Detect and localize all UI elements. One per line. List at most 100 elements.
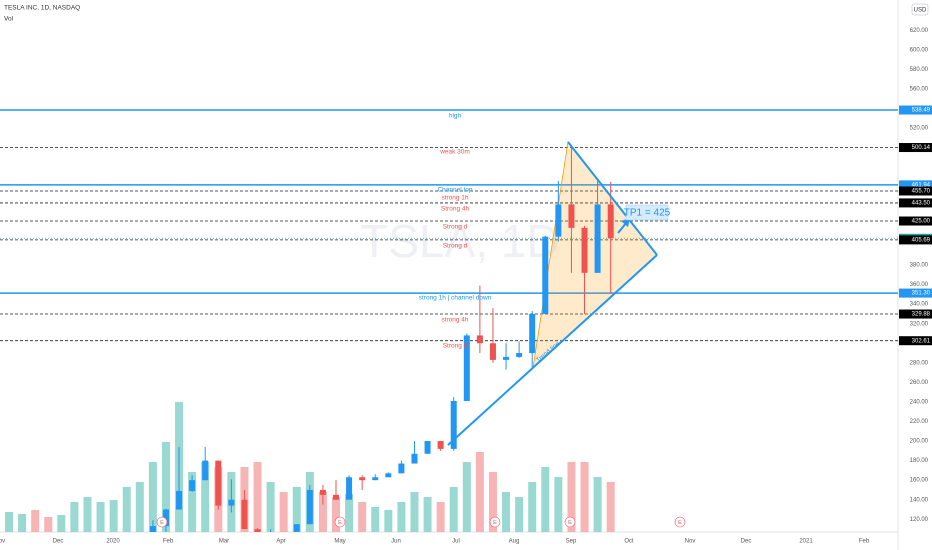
volume-bar bbox=[109, 500, 118, 532]
volume-bar bbox=[332, 497, 340, 532]
x-tick-label: 2021 bbox=[799, 539, 813, 545]
x-tick-label: Dec bbox=[741, 539, 752, 545]
candle-body bbox=[333, 494, 339, 500]
level-label: 351.30 bbox=[912, 291, 931, 297]
volume-bar bbox=[410, 492, 419, 532]
x-tick-label: Feb bbox=[859, 539, 870, 545]
level-label-bg bbox=[899, 235, 932, 245]
candle-body bbox=[463, 335, 470, 401]
volume-bar bbox=[188, 472, 197, 532]
y-tick-label: 360.00 bbox=[910, 282, 929, 288]
earnings-label: E bbox=[678, 520, 682, 526]
candle-body bbox=[529, 313, 536, 354]
y-tick-label: 600.00 bbox=[910, 47, 929, 53]
candle-body bbox=[542, 236, 549, 314]
candle-body bbox=[189, 480, 196, 491]
earnings-marker bbox=[334, 516, 346, 528]
y-tick-label: 260.00 bbox=[910, 380, 929, 386]
x-tick-label: Oct bbox=[624, 539, 634, 545]
volume-bar bbox=[423, 497, 432, 532]
volume-bar bbox=[371, 507, 380, 532]
x-tick-label: Jul bbox=[452, 539, 460, 545]
volume-bar bbox=[580, 462, 589, 532]
volume-bar bbox=[266, 482, 275, 532]
volume-bar bbox=[541, 467, 550, 532]
target-box bbox=[625, 204, 669, 221]
axes: 620.00 600.00 580.00 560.00 520.00 380.00 360.… bbox=[0, 28, 932, 545]
volume-bar bbox=[488, 472, 497, 532]
level-label-bg bbox=[899, 186, 932, 196]
y-tick-label: 140.00 bbox=[910, 497, 929, 503]
volume-bar bbox=[57, 515, 66, 532]
level-label: 405.69 bbox=[912, 237, 931, 243]
volume-bar bbox=[44, 517, 53, 532]
candle-body bbox=[503, 356, 510, 360]
level-label: 455.70 bbox=[912, 189, 931, 195]
volume-bar bbox=[70, 502, 79, 532]
candle-body bbox=[555, 204, 562, 237]
earnings-marker bbox=[489, 516, 501, 528]
level-label-bg bbox=[899, 288, 932, 298]
annotation: Strong d bbox=[443, 343, 468, 350]
currency: USD bbox=[914, 8, 927, 14]
candle-body bbox=[398, 463, 405, 474]
y-tick-label: 580.00 bbox=[910, 67, 929, 73]
candle-body bbox=[372, 477, 379, 481]
volume-bar bbox=[397, 502, 406, 532]
x-tick-label: ov bbox=[0, 539, 5, 545]
y-tick-label: 520.00 bbox=[910, 126, 929, 132]
x-tick-label: May bbox=[334, 539, 345, 545]
candle-body bbox=[411, 453, 418, 464]
volume-bar bbox=[318, 492, 327, 532]
annotation: Strong d bbox=[443, 224, 468, 231]
volume-bar bbox=[122, 487, 131, 532]
x-tick-label: Aug bbox=[509, 539, 520, 545]
annotation: strong 1h | channel down bbox=[419, 295, 492, 302]
volume-bar bbox=[567, 462, 576, 532]
annotation: weak 30m bbox=[439, 149, 470, 156]
candle-body bbox=[319, 489, 326, 495]
level-label-bg bbox=[899, 336, 932, 346]
candle-body bbox=[228, 499, 235, 506]
volume-bar bbox=[449, 487, 458, 532]
candle-body bbox=[254, 529, 261, 532]
earnings-marker bbox=[156, 516, 168, 528]
volume-bar bbox=[462, 462, 471, 532]
candle-body bbox=[306, 489, 313, 525]
volume-bar bbox=[345, 494, 354, 532]
earnings-label: E bbox=[568, 520, 572, 526]
y-tick-label: 560.00 bbox=[910, 87, 929, 93]
volume-bar bbox=[606, 482, 615, 532]
volume-bar bbox=[436, 502, 445, 532]
level-label-bg bbox=[899, 143, 932, 153]
volume-bar bbox=[201, 462, 210, 532]
volume-bar bbox=[384, 510, 393, 532]
volume-bar bbox=[5, 512, 13, 532]
x-tick-label: Dec bbox=[53, 539, 64, 545]
y-tick-label: 220.00 bbox=[910, 419, 929, 425]
candle-body bbox=[424, 441, 431, 454]
level-label: 443.50 bbox=[912, 201, 931, 207]
x-tick-label: Feb bbox=[163, 539, 174, 545]
annotation: strong 4h bbox=[441, 317, 468, 324]
level-label: 302.61 bbox=[912, 338, 931, 344]
level-label: 425.00 bbox=[912, 219, 931, 225]
annotation: Channel top bbox=[437, 187, 472, 194]
volume-label: Vol bbox=[4, 16, 14, 23]
earnings-label: E bbox=[338, 520, 342, 526]
level-label-bg bbox=[899, 105, 932, 115]
volume-bar bbox=[292, 487, 301, 532]
candle-layer bbox=[149, 145, 614, 532]
volume-bar bbox=[83, 497, 92, 532]
y-tick-label: 320.00 bbox=[910, 321, 929, 327]
annotation: Strong d bbox=[443, 243, 468, 250]
candle-body bbox=[568, 204, 575, 228]
candle-body bbox=[241, 499, 248, 530]
y-tick-label: 160.00 bbox=[910, 478, 929, 484]
volume-bar bbox=[515, 497, 524, 532]
candle-body bbox=[385, 473, 392, 478]
trend-line bbox=[447, 254, 658, 446]
earnings-marker bbox=[564, 516, 576, 528]
candle-body bbox=[215, 460, 222, 506]
annotation: high bbox=[449, 113, 462, 120]
